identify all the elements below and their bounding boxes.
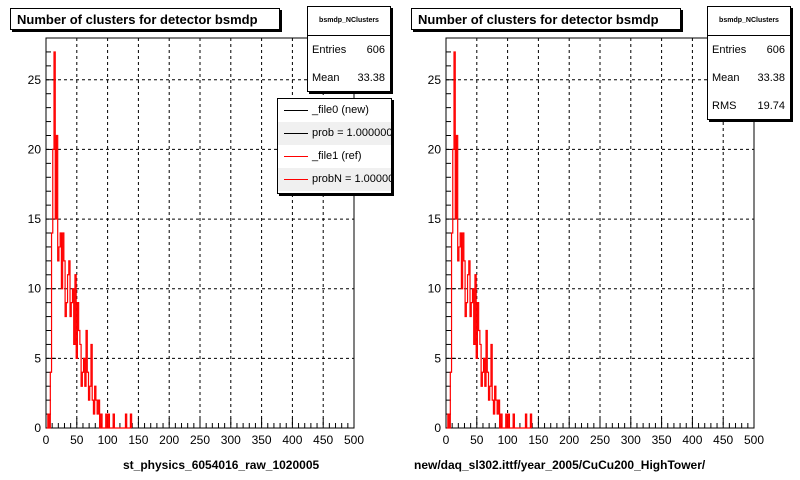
left-stats-label: Entries [312, 44, 347, 56]
right-stats-row-rms: RMS 19.74 [708, 92, 790, 120]
legend-swatch [284, 133, 308, 134]
right-x-tick-label: 50 [470, 433, 484, 447]
left-x-tick-label: 50 [70, 433, 84, 447]
right-x-tick-label: 450 [713, 433, 733, 447]
left-y-tick-label: 10 [28, 282, 42, 296]
right-stats-value: 606 [766, 44, 785, 56]
legend-label: probN = 1.000000 [312, 173, 392, 185]
legend-entry: _file0 (new) [278, 99, 391, 122]
left-stats-row-mean: Mean 33.38 [308, 64, 390, 92]
left-stats-box: bsmdp_NClusters Entries 606 Mean 33.38 [307, 6, 391, 92]
left-x-tick-label: 200 [159, 433, 179, 447]
left-y-tick-label: 0 [34, 421, 41, 435]
left-x-tick-label: 250 [190, 433, 210, 447]
left-legend: _file0 (new) prob = 1.000000 _file1 (ref… [277, 98, 392, 194]
right-y-tick-label: 25 [428, 73, 442, 87]
left-x-tick-label: 300 [221, 433, 241, 447]
right-stats-value: 33.38 [757, 72, 785, 84]
left-x-axis-title: st_physics_6054016_raw_1020005 [123, 458, 320, 472]
legend-swatch [284, 110, 308, 111]
right-stats-label: Entries [712, 44, 747, 56]
right-histogram-series [446, 51, 533, 429]
legend-entry: probN = 1.000000 [278, 168, 391, 191]
left-x-tick-label: 350 [252, 433, 272, 447]
right-stats-row-entries: Entries 606 [708, 36, 790, 64]
left-stats-value: 33.38 [357, 72, 385, 84]
left-stats-name: bsmdp_NClusters [308, 7, 390, 36]
right-stats-value: 19.74 [757, 100, 785, 112]
left-y-tick-label: 20 [28, 142, 42, 156]
left-y-tick-label: 5 [34, 351, 41, 365]
right-y-tick-label: 5 [434, 351, 441, 365]
left-x-tick-label: 150 [128, 433, 148, 447]
left-stats-label: Mean [312, 72, 340, 84]
right-stats-name: bsmdp_NClusters [708, 7, 790, 36]
right-y-tick-label: 20 [428, 142, 442, 156]
right-x-tick-label: 100 [498, 433, 518, 447]
left-x-tick-label: 500 [344, 433, 364, 447]
left-y-tick-label: 25 [28, 73, 42, 87]
left-x-tick-label: 400 [282, 433, 302, 447]
legend-label: prob = 1.000000 [312, 127, 392, 139]
left-plot-title: Number of clusters for detector bsmdp [10, 8, 280, 30]
right-x-tick-label: 0 [443, 433, 450, 447]
legend-swatch [284, 156, 308, 157]
right-y-tick-label: 15 [428, 212, 442, 226]
left-x-tick-label: 100 [98, 433, 118, 447]
legend-entry: _file1 (ref) [278, 145, 391, 168]
right-stats-box: bsmdp_NClusters Entries 606 Mean 33.38 R… [707, 6, 791, 120]
left-stats-value: 606 [366, 44, 385, 56]
right-x-tick-label: 500 [744, 433, 764, 447]
right-plot-title: Number of clusters for detector bsmdp [411, 8, 681, 30]
right-y-tick-label: 10 [428, 282, 442, 296]
right-x-tick-label: 300 [621, 433, 641, 447]
right-x-tick-label: 350 [652, 433, 672, 447]
left-histogram-series [46, 51, 133, 429]
legend-swatch [284, 179, 308, 180]
right-stats-label: Mean [712, 72, 740, 84]
legend-label: _file0 (new) [312, 104, 369, 116]
right-x-axis-title: new/daq_sl302.ittf/year_2005/CuCu200_Hig… [414, 458, 706, 472]
right-stats-row-mean: Mean 33.38 [708, 64, 790, 92]
right-x-tick-label: 200 [559, 433, 579, 447]
left-y-tick-label: 15 [28, 212, 42, 226]
right-x-tick-label: 150 [528, 433, 548, 447]
right-x-tick-label: 400 [682, 433, 702, 447]
left-x-tick-label: 450 [313, 433, 333, 447]
right-y-tick-label: 0 [434, 421, 441, 435]
legend-label: _file1 (ref) [312, 150, 362, 162]
right-x-tick-label: 250 [590, 433, 610, 447]
legend-entry: prob = 1.000000 [278, 122, 391, 145]
right-stats-label: RMS [712, 100, 737, 112]
left-x-tick-label: 0 [43, 433, 50, 447]
left-stats-row-entries: Entries 606 [308, 36, 390, 64]
